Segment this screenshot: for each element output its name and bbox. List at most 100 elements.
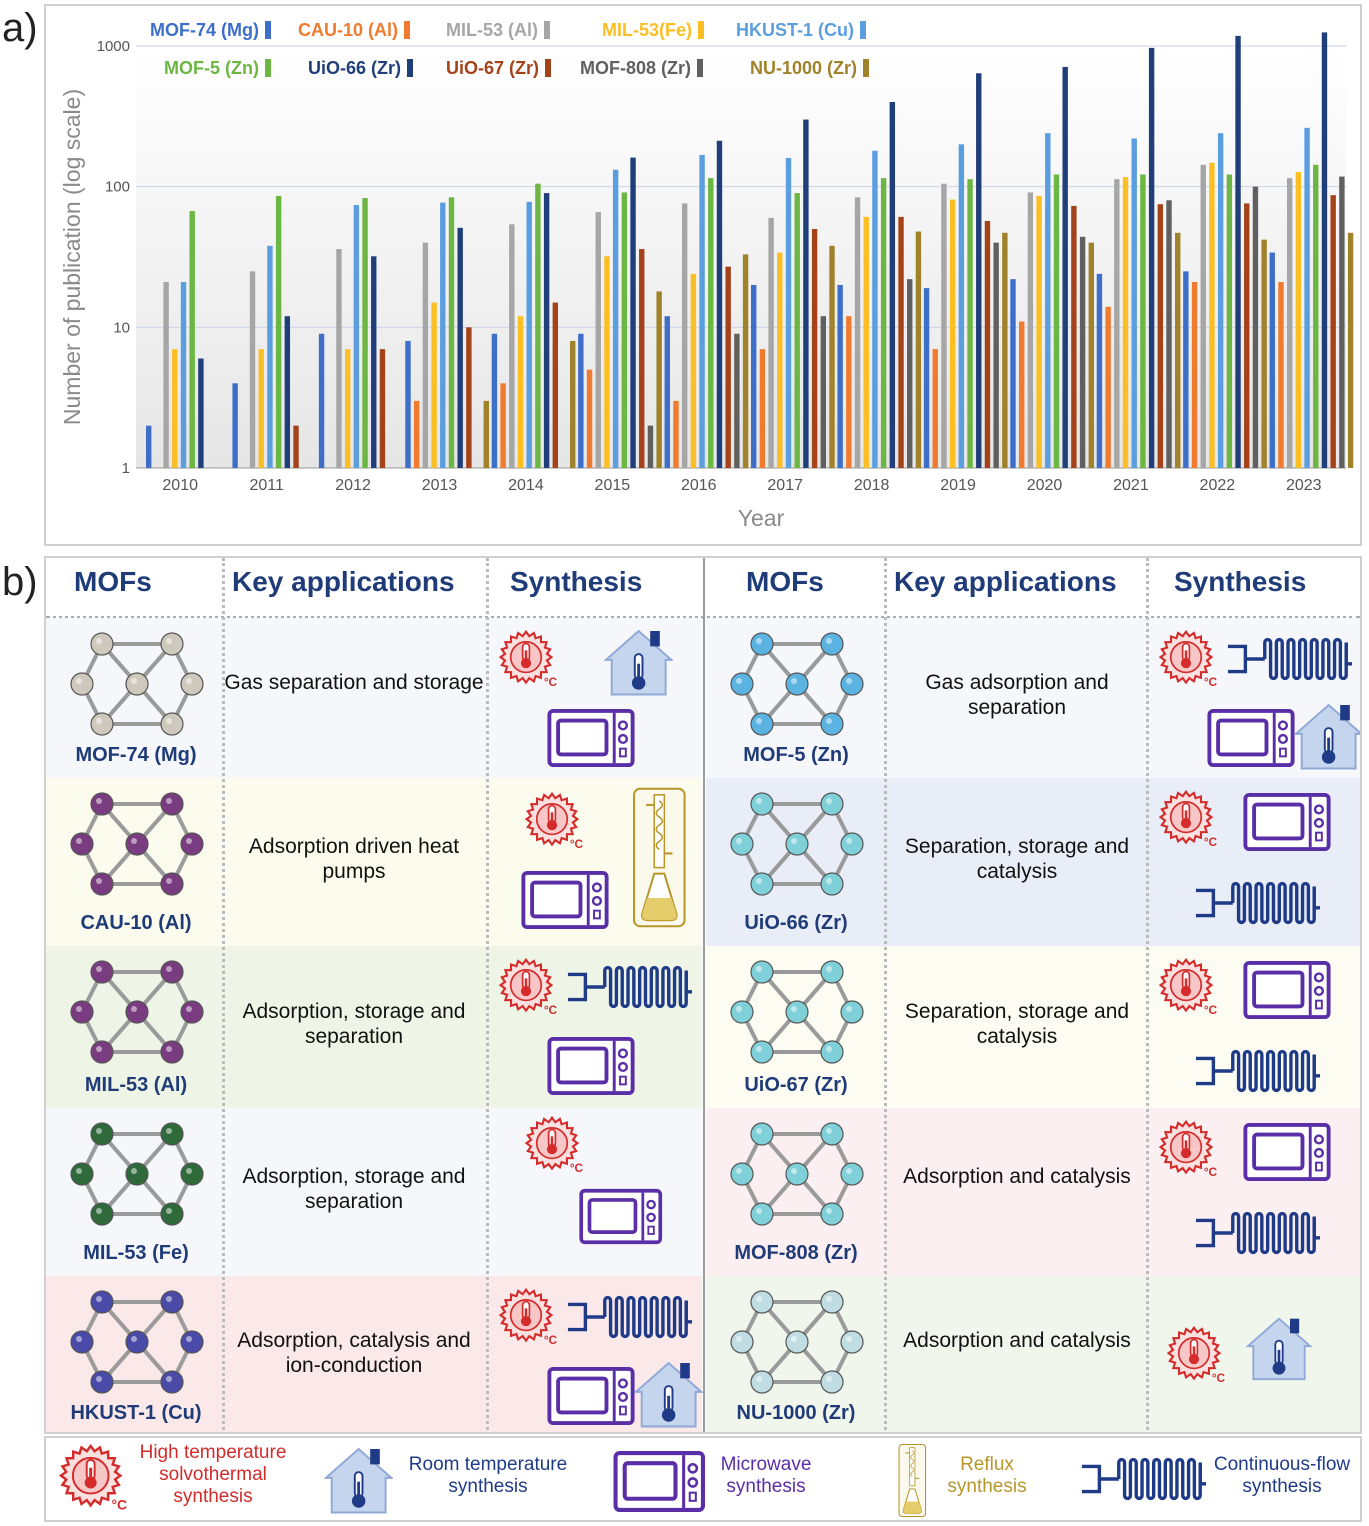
bar-mof-74-mg-2019: [923, 288, 930, 468]
legend-swatch: [698, 21, 704, 39]
microwave-icon: [578, 1188, 664, 1250]
continuous-flow-icon: [1080, 1454, 1230, 1509]
legend-label: MIL-53 (Al): [446, 20, 538, 40]
bar-mof-5-zn-2019: [967, 179, 973, 468]
synthesis-legend-label-flow: Continuous-flow synthesis: [1213, 1454, 1351, 1497]
key-application: Adsorption and catalysis: [903, 1165, 1131, 1188]
bar-uio-67-zr-2018: [898, 216, 904, 468]
legend-swatch: [860, 21, 866, 39]
mof-structure-image: [62, 624, 212, 749]
high-temperature-icon: °C: [524, 791, 584, 856]
bar-mof-74-mg-2011: [232, 383, 238, 468]
bar-mil-53-fe-2014: [517, 316, 524, 468]
bar-uio-66-zr-2012: [371, 256, 377, 468]
legend-label: UiO-67 (Zr): [446, 58, 540, 78]
mof-structure-image: [722, 1282, 872, 1407]
bar-cau-10-al-2020: [1018, 321, 1025, 468]
bar-mof-74-mg-2016: [664, 316, 670, 468]
svg-text:°C: °C: [544, 675, 558, 689]
bar-cau-10-al-2018: [846, 316, 852, 468]
bar-nu-1000-zr-2022: [1261, 239, 1267, 468]
bar-mof-74-mg-2010: [146, 425, 152, 468]
y-tick-label: 1: [122, 460, 130, 477]
legend-item-cau-10-al: CAU-10 (Al): [298, 20, 411, 41]
legend-swatch: [404, 21, 411, 39]
x-tick-label: 2022: [1200, 477, 1236, 494]
mof-name: MOF-74 (Mg): [75, 744, 197, 766]
bar-mil-53-fe-2023: [1295, 172, 1302, 468]
mof-structure-image: [722, 1114, 872, 1239]
legend-swatch: [697, 59, 704, 77]
bar-uio-66-zr-2016: [716, 140, 723, 468]
high-temperature-icon: °C: [1158, 789, 1218, 854]
bar-nu-1000-zr-2023: [1347, 232, 1354, 468]
microwave-icon: [546, 1036, 636, 1101]
mof-structure-image: [722, 952, 872, 1077]
bar-mof-5-zn-2011: [275, 195, 282, 468]
bar-nu-1000-zr-2021: [1175, 232, 1181, 468]
bar-mil-53-al-2023: [1286, 178, 1293, 468]
legend-label: MOF-74 (Mg): [150, 20, 259, 40]
bar-nu-1000-zr-2018: [915, 231, 922, 468]
bar-mof-5-zn-2020: [1053, 174, 1060, 468]
high-temperature-icon: °C: [1158, 629, 1218, 694]
bar-hkust-1-cu-2018: [872, 150, 878, 468]
bar-hkust-1-cu-2010: [180, 282, 187, 468]
bar-mil-53-al-2010: [163, 282, 169, 468]
bar-uio-67-zr-2019: [984, 221, 991, 468]
bar-uio-66-zr-2019: [976, 73, 982, 469]
bar-mof-808-zr-2019: [993, 242, 999, 468]
x-tick-label: 2018: [854, 477, 890, 494]
bar-hkust-1-cu-2020: [1045, 133, 1051, 468]
legend-item-mof-808-zr: MOF-808 (Zr): [580, 58, 704, 79]
mof-structure-image: [62, 952, 212, 1077]
bar-mof-5-zn-2012: [362, 198, 368, 468]
svg-text:°C: °C: [1212, 1371, 1226, 1385]
bar-nu-1000-zr-2019: [1002, 232, 1008, 468]
continuous-flow-icon: [566, 962, 716, 1017]
svg-text:°C: °C: [1204, 1165, 1218, 1179]
synthesis-legend-label-hightemp: High temperature solvothermal synthesis: [139, 1442, 287, 1507]
bar-nu-1000-zr-2015: [656, 291, 662, 468]
x-tick-label: 2020: [1027, 477, 1063, 494]
x-tick-label: 2015: [595, 477, 631, 494]
x-tick-label: 2016: [681, 477, 717, 494]
legend-item-mof-74-mg: MOF-74 (Mg): [150, 20, 271, 41]
bar-hkust-1-cu-2013: [440, 202, 446, 468]
bar-cau-10-al-2022: [1191, 282, 1198, 468]
bar-cau-10-al-2015: [586, 369, 593, 468]
mof-name: HKUST-1 (Cu): [70, 1402, 202, 1424]
microwave-icon: [1242, 960, 1332, 1025]
column-divider: [486, 558, 489, 1432]
microwave-icon: [546, 708, 636, 773]
room-temperature-icon: [1245, 1312, 1313, 1389]
bar-uio-66-zr-2021: [1148, 47, 1155, 468]
key-application: Gas separation and storage: [224, 671, 484, 694]
bar-hkust-1-cu-2014: [526, 201, 532, 469]
bar-uio-67-zr-2016: [725, 266, 731, 468]
bar-cau-10-al-2014: [500, 383, 506, 468]
bar-mof-74-mg-2013: [405, 340, 411, 468]
synthesis-legend-label-roomtemp: Room temperature synthesis: [408, 1454, 568, 1497]
x-tick-label: 2011: [249, 477, 284, 494]
legend-label: HKUST-1 (Cu): [736, 20, 854, 40]
continuous-flow-icon: [1194, 878, 1344, 933]
mof-structure-image: [722, 784, 872, 909]
mof-name: MIL-53 (Al): [84, 1074, 188, 1096]
continuous-flow-icon: [1194, 1208, 1344, 1263]
key-application: Adsorption and catalysis: [903, 1329, 1131, 1352]
bar-mof-808-zr-2018: [907, 279, 913, 468]
svg-text:°C: °C: [111, 1496, 127, 1512]
x-tick-label: 2012: [335, 477, 371, 494]
center-divider: [703, 558, 705, 1432]
bar-mof-74-mg-2020: [1010, 279, 1016, 468]
bar-mil-53-fe-2022: [1209, 162, 1215, 468]
plot-area: [136, 46, 1346, 468]
bar-mil-53-al-2015: [595, 212, 601, 468]
mof-name: UiO-66 (Zr): [744, 912, 848, 934]
high-temperature-icon: °C: [1158, 957, 1218, 1022]
mof-name: NU-1000 (Zr): [736, 1402, 856, 1424]
bar-nu-1000-zr-2020: [1088, 242, 1094, 468]
bar-uio-67-zr-2020: [1071, 205, 1077, 468]
synthesis-legend-label-reflux: Reflux synthesis: [947, 1454, 1027, 1497]
